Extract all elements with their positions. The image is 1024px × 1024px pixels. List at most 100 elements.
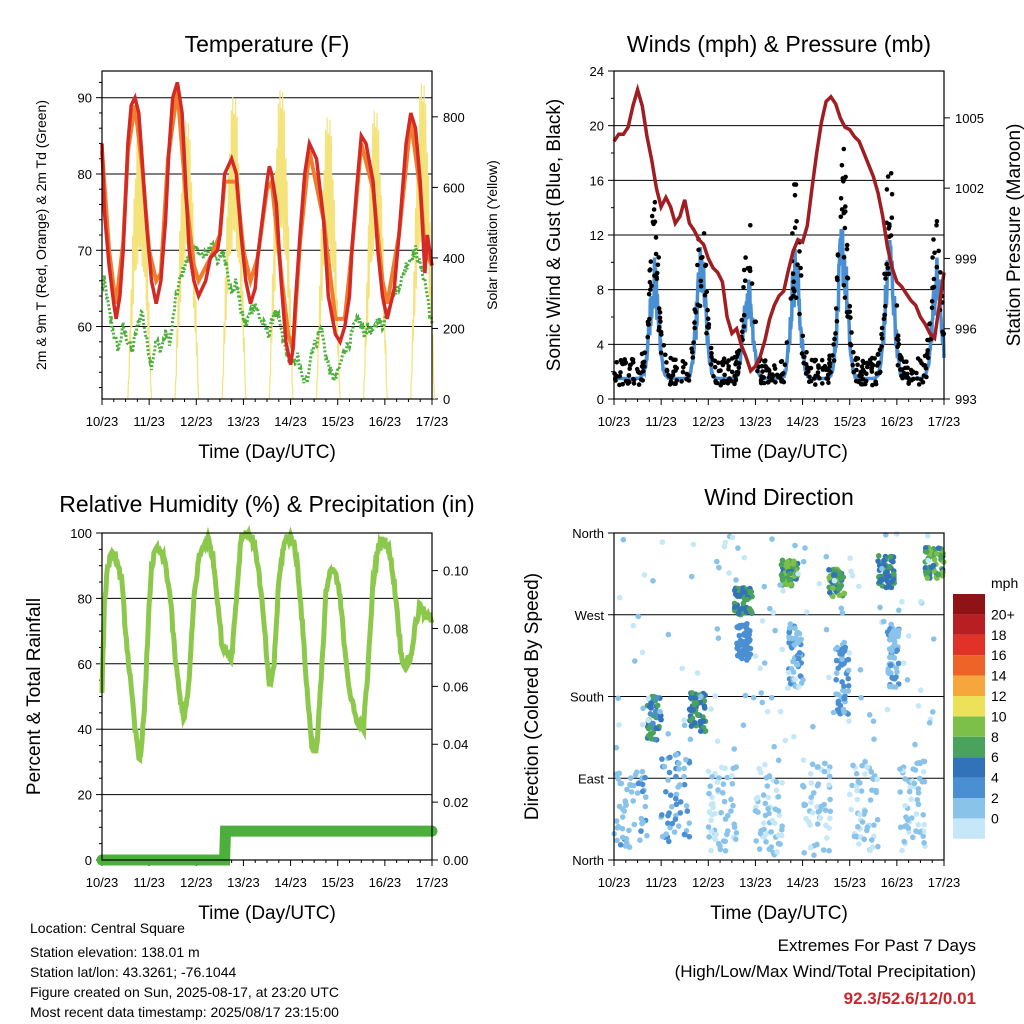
wind-direction-point: [930, 709, 936, 715]
wind-direction-point: [935, 571, 941, 578]
wind-direction-point: [667, 754, 673, 761]
x-axis-label: Time (Day/UTC): [198, 442, 336, 463]
wind-direction-point: [901, 838, 907, 845]
wind-direction-point: [708, 817, 714, 823]
y2-tick-label: 0.02: [443, 795, 468, 810]
x-tick-label: 16/23: [369, 875, 402, 890]
wind-direction-point: [884, 578, 890, 584]
wind-direction-point: [809, 761, 816, 767]
wind-direction-point: [867, 847, 873, 854]
wind-direction-point: [757, 665, 763, 672]
x-tick-label: 12/23: [692, 875, 725, 890]
wind-direction-point: [740, 589, 747, 595]
wind-direction-point: [820, 847, 827, 853]
y2-tick-label: 800: [443, 110, 465, 125]
gust-point: [691, 340, 696, 345]
wind-direction-point: [775, 757, 782, 764]
wind-direction-point: [854, 796, 861, 803]
gust-point: [729, 369, 735, 375]
wind-direction-point: [856, 841, 862, 847]
wind-direction-point: [871, 822, 877, 828]
wind-direction-point: [848, 568, 854, 575]
gust-point: [653, 251, 659, 257]
wind-direction-point: [650, 578, 656, 584]
y-tick-label: 12: [590, 228, 604, 243]
wind-direction-point: [858, 788, 865, 794]
gust-point: [798, 273, 804, 278]
wind-direction-point: [853, 770, 860, 777]
gust-point: [764, 365, 769, 371]
y-tick-label: 0: [85, 853, 92, 868]
gust-point: [844, 246, 850, 252]
wind-direction-point: [832, 572, 838, 578]
gust-point: [835, 252, 841, 257]
wind-direction-point: [881, 557, 887, 564]
gust-point: [651, 207, 657, 212]
gust-point: [797, 249, 802, 254]
panel-title: Winds (mph) & Pressure (mb): [627, 31, 931, 57]
gust-point: [681, 365, 686, 370]
wind-direction-point: [888, 621, 894, 628]
wind-direction-point: [694, 670, 701, 676]
gust-point: [722, 372, 727, 378]
wind-direction-point: [910, 766, 916, 772]
wind-direction-point: [824, 835, 830, 841]
wind-direction-point: [686, 820, 693, 826]
gust-point: [798, 265, 803, 271]
wind-direction-point: [645, 733, 652, 739]
gust-point: [898, 354, 903, 359]
wind-direction-point: [926, 720, 933, 726]
wind-direction-point: [711, 835, 717, 841]
colorbar-label: 18: [991, 627, 1007, 643]
gust-point: [664, 367, 670, 373]
gust-point: [804, 350, 809, 355]
wind-direction-point: [667, 824, 673, 831]
wind-direction-point: [626, 844, 633, 850]
wind-direction-point: [639, 721, 646, 728]
x-tick-label: 15/23: [833, 414, 866, 429]
wind-direction-point: [792, 625, 798, 631]
gust-point: [915, 356, 921, 361]
wind-direction-point: [801, 850, 807, 856]
wind-direction-point: [862, 759, 868, 765]
gust-point: [813, 382, 818, 387]
wind-direction-point: [821, 760, 828, 767]
gust-point: [850, 362, 855, 368]
wind-direction-point: [710, 804, 716, 811]
wind-direction-point: [721, 798, 728, 805]
gust-point: [870, 382, 875, 388]
wind-direction-point: [638, 828, 644, 834]
gust-point: [729, 356, 735, 361]
dewpoint-line: [100, 239, 434, 386]
wind-direction-point: [850, 762, 856, 769]
wind-direction-point: [910, 834, 916, 841]
wind-direction-point: [922, 564, 929, 571]
wind-direction-point: [712, 693, 719, 699]
wind-direction-point: [665, 777, 671, 783]
gust-point: [627, 366, 632, 372]
gust-point: [704, 330, 709, 336]
wind-direction-point: [894, 647, 900, 653]
wind-direction-point: [715, 787, 721, 793]
wind-direction-point: [827, 796, 833, 803]
gust-point: [692, 320, 697, 325]
wind-direction-point: [744, 657, 750, 663]
wind-direction-point: [889, 578, 895, 585]
gust-point: [679, 379, 684, 384]
wind-direction-point: [620, 806, 626, 812]
wind-direction-point: [624, 786, 630, 793]
y2-tick-label: 0.00: [443, 853, 468, 868]
wind-direction-point: [915, 801, 922, 808]
wind-direction-point: [733, 764, 739, 770]
wind-direction-point: [690, 707, 696, 713]
gust-point: [827, 353, 832, 359]
gust-point: [739, 317, 745, 323]
wind-direction-point: [921, 821, 927, 828]
x-tick-label: 14/23: [274, 875, 307, 890]
wind-direction-point: [634, 790, 641, 796]
gust-point: [752, 319, 758, 325]
gust-point: [841, 283, 847, 288]
gust-point: [849, 330, 854, 335]
wind-direction-point: [887, 654, 893, 660]
wind-direction-point: [918, 687, 924, 693]
